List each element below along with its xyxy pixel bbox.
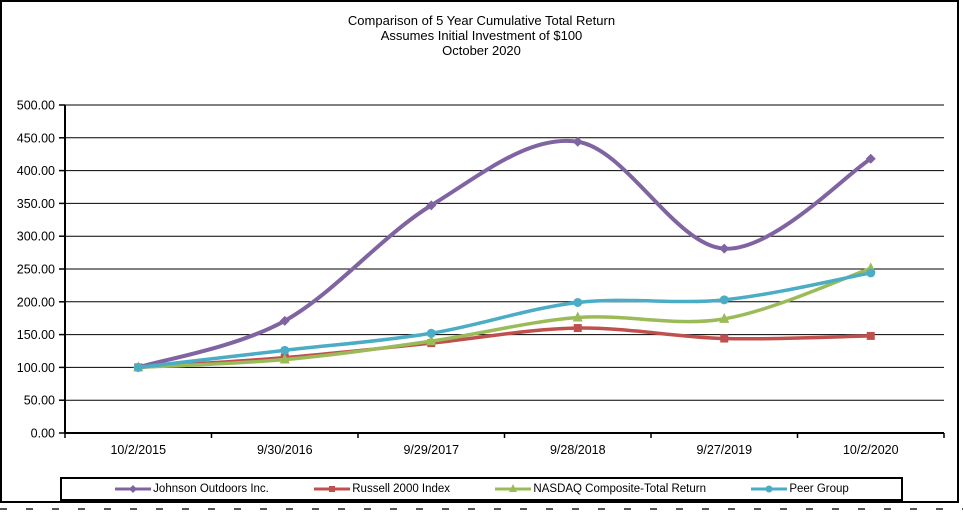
x-axis-label: 10/2/2015 [110, 443, 166, 457]
x-axis-labels: 10/2/2015 9/30/2016 9/29/2017 9/28/2018 9/27… [110, 443, 898, 457]
x-axis-label: 9/27/2019 [696, 443, 752, 457]
gridlines [59, 104, 945, 438]
data-point-marker [572, 311, 583, 322]
y-axis-label: 250.00 [17, 263, 55, 277]
x-axis-label: 9/28/2018 [550, 443, 606, 457]
legend: Johnson Outdoors Inc. Russell 2000 Index N… [60, 477, 903, 501]
data-point-marker [509, 484, 518, 492]
legend-label: NASDAQ Composite-Total Return [533, 483, 706, 495]
series-russell-2000-index [134, 324, 875, 372]
y-axis-label: 100.00 [17, 361, 55, 375]
x-axis-label: 10/2/2020 [843, 443, 899, 457]
series-line [136, 266, 873, 370]
legend-swatch-triangle-icon [495, 484, 532, 492]
data-point-marker [279, 315, 290, 326]
data-point-marker [866, 268, 876, 278]
chart-title-line2: Assumes Initial Investment of $100 [380, 28, 583, 43]
data-point-marker [573, 297, 583, 307]
legend-item-russell-2000-index: Russell 2000 Index [313, 483, 450, 495]
y-axis-label: 150.00 [17, 328, 55, 342]
y-axis-label: 50.00 [24, 394, 55, 408]
page-edge-dashed-line [0, 508, 963, 510]
data-point-marker [719, 243, 730, 254]
legend-swatch-circle-icon [751, 485, 788, 493]
y-axis-label: 500.00 [17, 99, 55, 113]
legend-swatch-square-icon [314, 486, 351, 492]
series-line [136, 271, 873, 370]
y-axis-label: 300.00 [17, 230, 55, 244]
x-axis-label: 9/29/2017 [403, 443, 459, 457]
chart-title-line3: October 2020 [442, 43, 521, 58]
data-point-marker [573, 324, 582, 333]
chart-title: Comparison of 5 Year Cumulative Total Re… [0, 13, 963, 58]
legend-label: Peer Group [789, 483, 849, 495]
chart-title-line1: Comparison of 5 Year Cumulative Total Re… [347, 13, 616, 28]
legend-item-johnson-outdoors-inc: Johnson Outdoors Inc. [114, 483, 269, 495]
data-point-marker [719, 295, 729, 305]
data-point-marker [865, 153, 876, 164]
data-point-marker [765, 485, 773, 493]
y-axis-label: 400.00 [17, 164, 55, 178]
data-point-marker [129, 485, 138, 493]
y-axis-label: 350.00 [17, 197, 55, 211]
data-point-marker [426, 335, 437, 346]
legend-label: Johnson Outdoors Inc. [153, 483, 269, 495]
y-axis-label: 0.00 [31, 427, 55, 441]
series-line [136, 326, 873, 370]
series-peer-group [133, 268, 876, 372]
legend-label: Russell 2000 Index [352, 483, 451, 495]
legend-item-peer-group: Peer Group [750, 483, 849, 495]
legend-swatch-diamond-icon [115, 485, 152, 493]
data-point-marker [426, 200, 437, 211]
data-point-marker [133, 362, 143, 372]
data-point-marker [329, 486, 336, 492]
y-axis-label: 450.00 [17, 131, 55, 145]
x-axis-label: 9/30/2016 [257, 443, 313, 457]
y-axis-labels: 0.00 50.00 100.00 150.00 200.00 250.00 300.00 3… [17, 99, 55, 441]
data-point-marker [280, 345, 290, 355]
data-point-marker [279, 353, 290, 364]
y-axis-label: 200.00 [17, 295, 55, 309]
legend-item-nasdaq-composite-total-return: NASDAQ Composite-Total Return [494, 483, 706, 495]
data-point-marker [572, 136, 583, 147]
data-point-marker [720, 334, 729, 343]
data-point-marker [866, 331, 875, 340]
series-line [136, 138, 873, 370]
data-point-marker [719, 312, 730, 323]
chart-outer-border [0, 0, 959, 503]
data-point-marker [426, 328, 436, 338]
